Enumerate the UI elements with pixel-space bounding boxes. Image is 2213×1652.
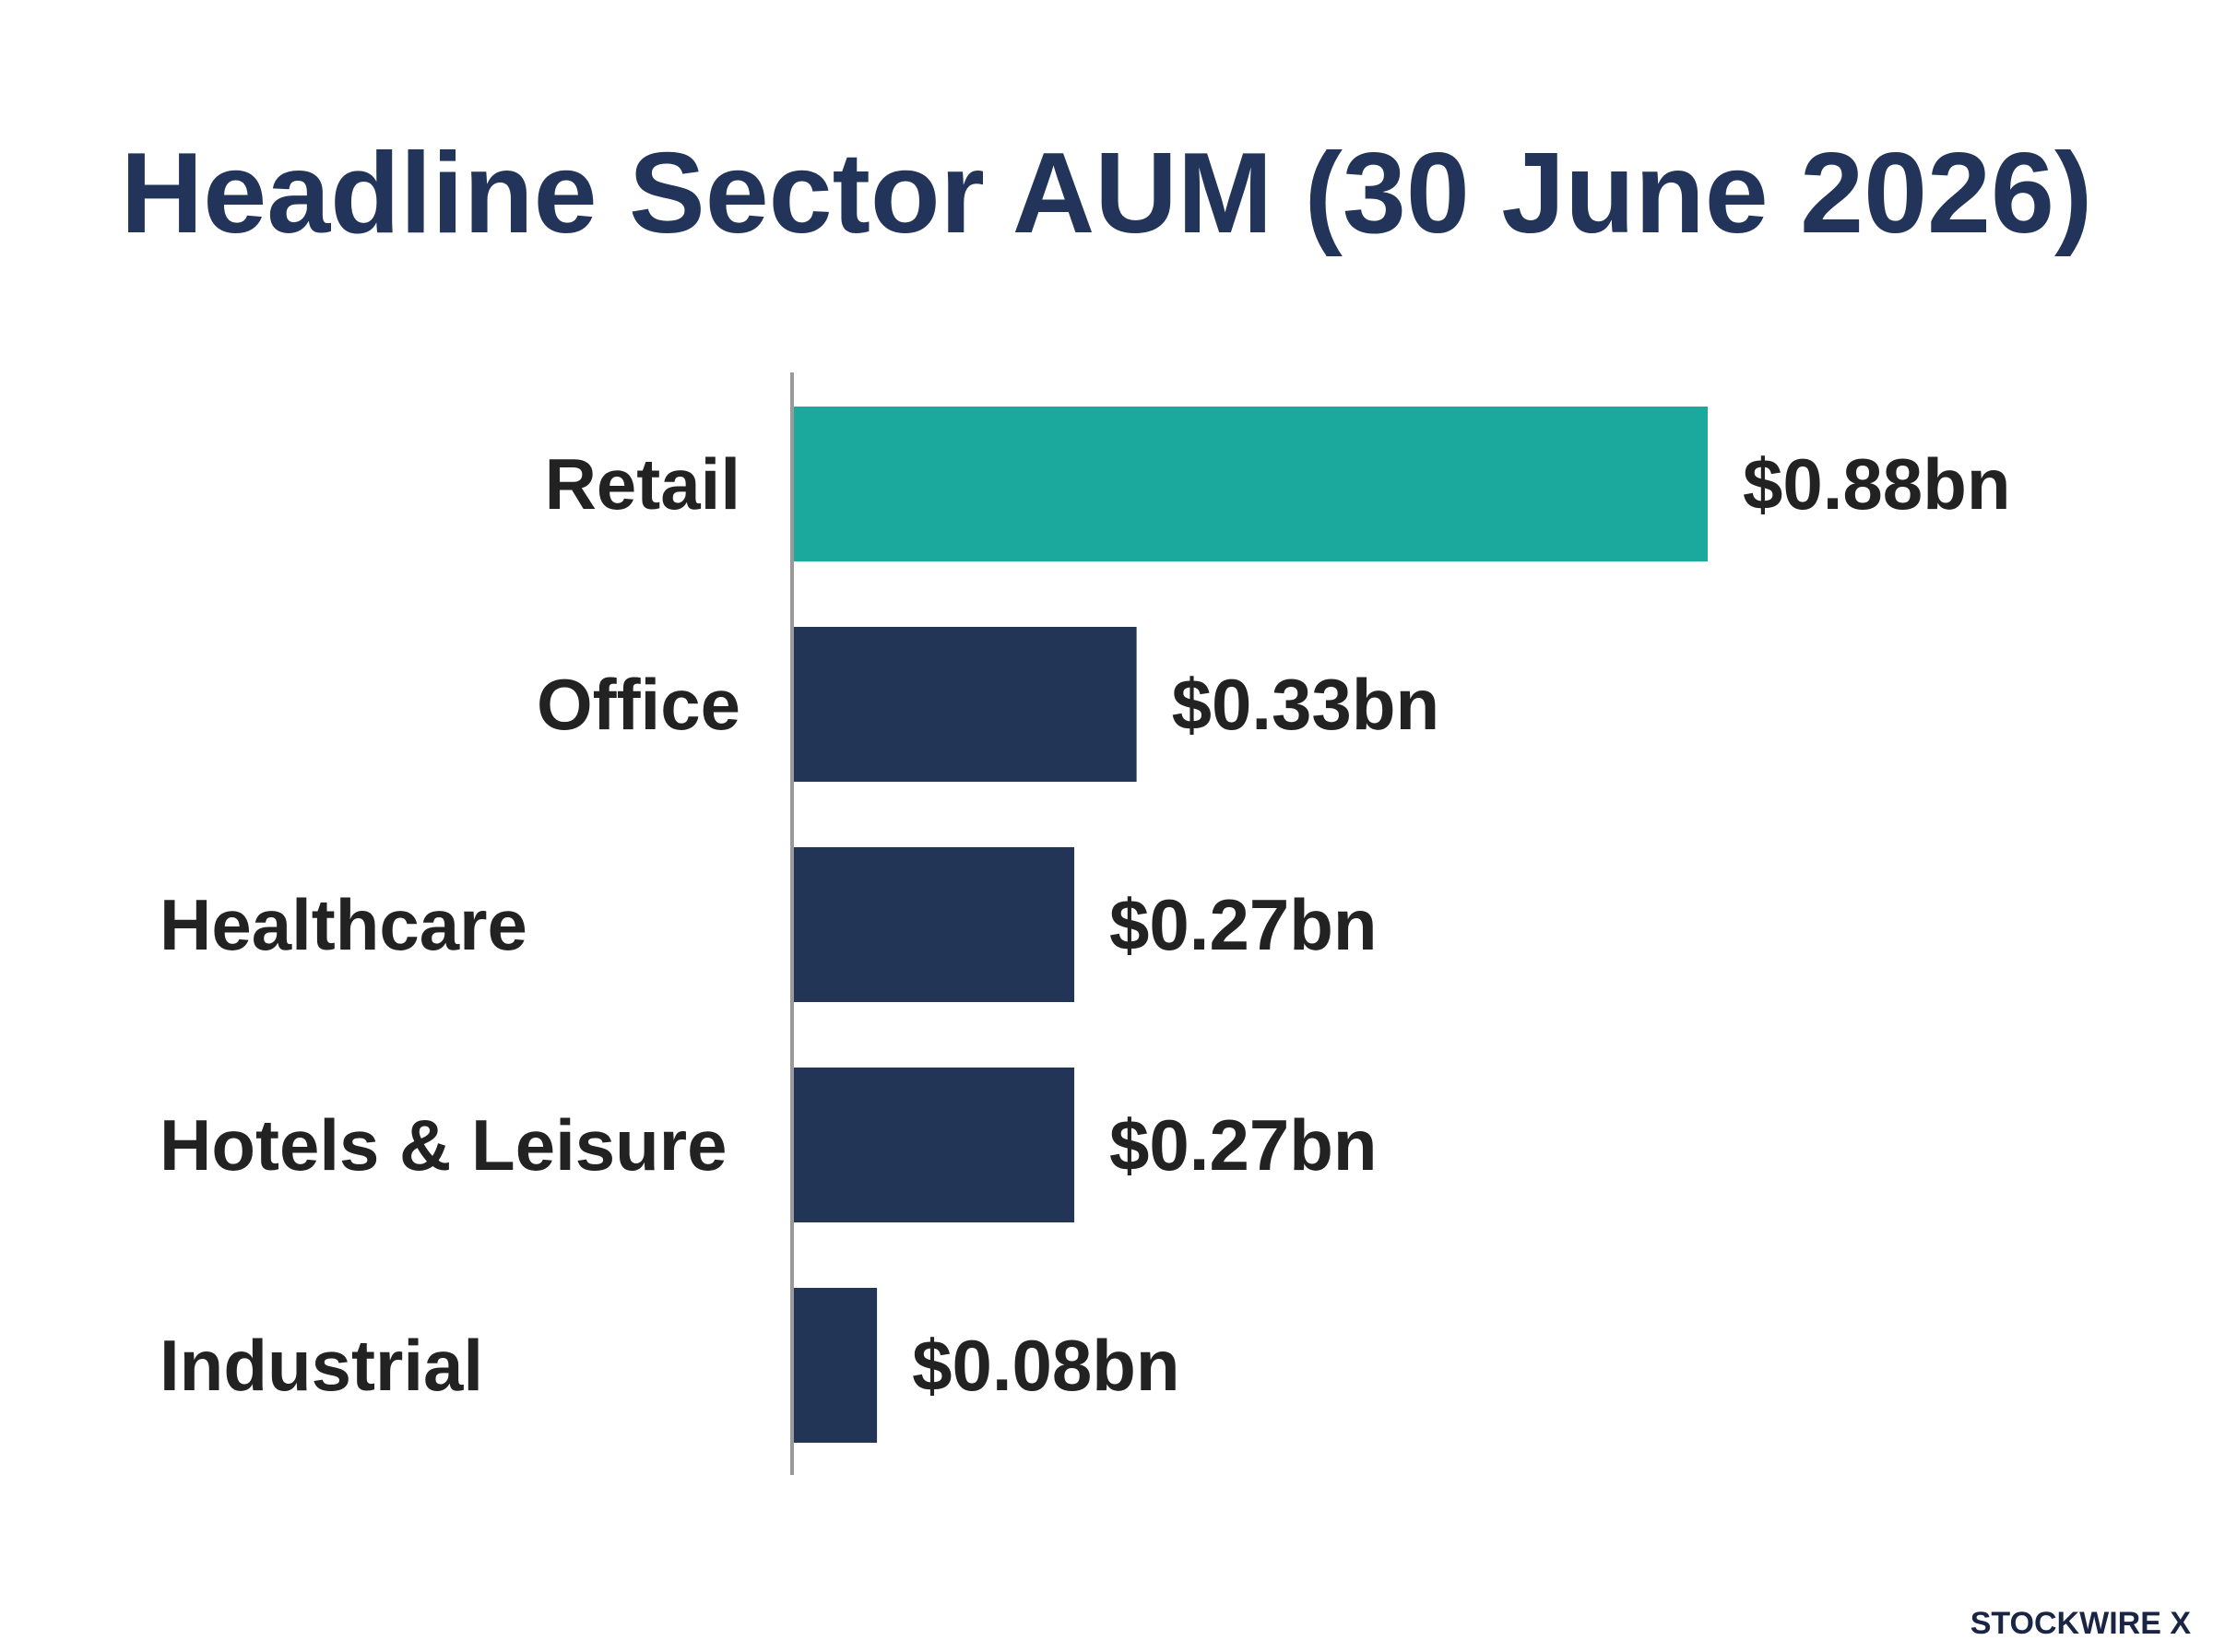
- bar-hotels-leisure: [794, 1068, 1075, 1222]
- category-label: Healthcare: [160, 884, 527, 965]
- category-label: Industrial: [160, 1325, 483, 1406]
- value-label: $0.27bn: [1109, 1104, 1377, 1186]
- bar-industrial: [794, 1288, 878, 1443]
- bar-healthcare: [794, 847, 1075, 1002]
- brand-logo: STOCKWIRE X: [1970, 1606, 2191, 1641]
- value-label: $0.27bn: [1109, 884, 1377, 965]
- category-label: Office: [537, 664, 740, 745]
- bar-retail: [794, 407, 1708, 561]
- chart-title: Headline Sector AUM (30 June 2026): [120, 130, 2093, 257]
- category-label: Hotels & Leisure: [160, 1104, 728, 1186]
- value-label: $0.33bn: [1172, 664, 1439, 745]
- category-label: Retail: [545, 443, 740, 525]
- value-label: $0.08bn: [912, 1325, 1179, 1406]
- value-label: $0.88bn: [1743, 443, 2010, 525]
- bar-office: [794, 627, 1137, 782]
